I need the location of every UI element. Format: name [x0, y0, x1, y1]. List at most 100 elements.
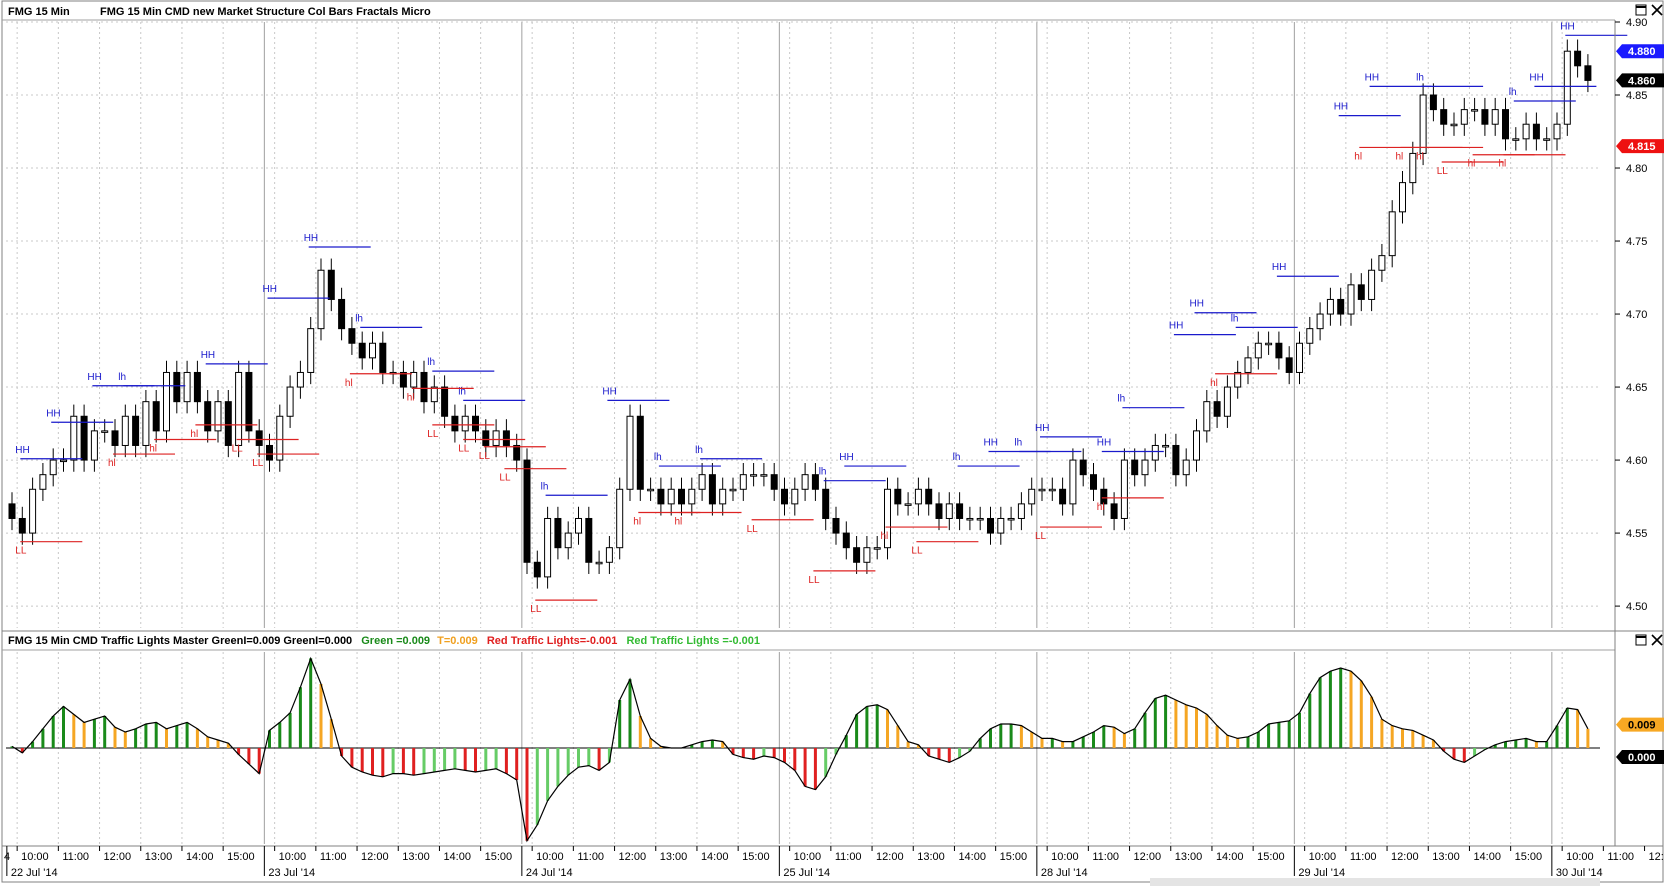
- candle-body: [513, 444, 521, 461]
- oscillator-title-red-lights: Red Traffic Lights =-0.001: [626, 635, 760, 647]
- candle-body: [1244, 357, 1252, 373]
- candle-body: [554, 517, 562, 549]
- candle-body: [585, 517, 593, 563]
- fractal-label: LL: [1437, 166, 1449, 177]
- candle-body: [863, 547, 871, 563]
- candle-body: [1213, 401, 1221, 417]
- fractal-label: hl: [1097, 502, 1105, 513]
- price-axis-label: 4.70: [1626, 309, 1647, 321]
- hour-label: 15:00: [1257, 851, 1285, 863]
- candle-body: [564, 532, 572, 549]
- candle-body: [1347, 284, 1355, 315]
- date-label: 25 Jul '14: [783, 867, 830, 879]
- hour-label: 10:00: [1051, 851, 1079, 863]
- candle-body: [121, 415, 129, 446]
- osc-line: [11, 656, 1589, 843]
- fractal-label: hl: [1354, 151, 1362, 162]
- hour-label: 11:00: [1092, 851, 1119, 863]
- hour-label: 11:00: [320, 851, 347, 863]
- candle-body: [1512, 138, 1520, 141]
- fractal-label: lh: [1231, 313, 1239, 324]
- hour-label: 15:00: [1515, 851, 1543, 863]
- fractal-label: lh: [118, 372, 126, 383]
- fractal-label: lh: [1509, 87, 1517, 98]
- candle-body: [873, 547, 881, 550]
- fractal-label: hl: [675, 516, 683, 527]
- fractal-label: lh: [1014, 437, 1022, 448]
- candle-body: [286, 386, 294, 417]
- candle-body: [101, 430, 109, 433]
- candle-body: [1182, 459, 1190, 476]
- fractal-label: HH: [15, 445, 29, 456]
- fractal-label: LL: [1035, 531, 1047, 542]
- fractal-label: lh: [953, 452, 961, 463]
- candle-body: [544, 517, 552, 578]
- candle-body: [657, 488, 665, 505]
- fractal-label: lh: [541, 481, 549, 492]
- candle-body: [966, 517, 974, 521]
- candle-body: [575, 517, 582, 534]
- candle-body: [801, 474, 809, 490]
- candle-body: [904, 503, 912, 506]
- price-axis-label: 4.90: [1626, 17, 1647, 29]
- candle-body: [523, 459, 531, 563]
- candle-body: [1316, 313, 1324, 330]
- fractal-label: hl: [881, 531, 889, 542]
- candle-body: [1203, 401, 1211, 432]
- fractal-label: lh: [1416, 72, 1424, 83]
- candle-body: [1254, 342, 1262, 359]
- fractal-label: LL: [458, 443, 470, 454]
- candle-body: [914, 488, 922, 505]
- fractal-label: lh: [458, 386, 466, 397]
- candle-body: [163, 371, 170, 432]
- candle-body: [884, 488, 891, 549]
- candle-body: [853, 547, 861, 563]
- fractal-label: hl: [1396, 151, 1404, 162]
- candle-body: [472, 415, 479, 432]
- candle-body: [647, 488, 655, 492]
- candle-body: [1048, 488, 1056, 492]
- fractal-label: LL: [427, 429, 439, 440]
- candle-body: [842, 532, 850, 549]
- candle-body: [894, 488, 902, 505]
- osc-badge-label: 0.009: [1628, 720, 1656, 732]
- fractal-label: HH: [1169, 321, 1183, 332]
- hour-label: 12:: [1649, 851, 1664, 863]
- candle-body: [420, 371, 428, 403]
- oscillator-title-red: Red Traffic Lights=-0.001: [487, 635, 618, 647]
- time-axis: [1, 845, 1664, 886]
- close-price-panel-button[interactable]: [1651, 4, 1663, 16]
- candle-body: [678, 488, 685, 505]
- candle-body: [832, 517, 840, 534]
- hour-label: 10:00: [1566, 851, 1594, 863]
- candle-body: [142, 401, 150, 446]
- candle-body: [152, 401, 160, 432]
- date-label: 24 Jul '14: [526, 867, 573, 879]
- candle-body: [719, 488, 727, 505]
- maximize-price-panel-button[interactable]: [1635, 4, 1647, 16]
- candle-body: [1399, 182, 1406, 213]
- maximize-oscillator-panel-button[interactable]: [1635, 634, 1647, 646]
- horizontal-scrollbar[interactable]: [1150, 878, 1600, 886]
- hour-label: 12:00: [104, 851, 132, 863]
- hour-label: 15:00: [742, 851, 770, 863]
- fractal-label: HH: [304, 233, 318, 244]
- close-icon: [1651, 4, 1663, 16]
- candle-body: [204, 401, 212, 432]
- candle-body: [327, 269, 335, 300]
- osc-badge: [1616, 750, 1664, 764]
- candle-body: [1079, 459, 1087, 476]
- candle-body: [1357, 284, 1365, 300]
- fractal-label: HH: [1365, 72, 1379, 83]
- price-series: HH LL HH HH lh HH HH HH lh lh lh lh HH lh lh HH lh lh HH lh…: [8, 21, 1628, 615]
- close-oscillator-panel-button[interactable]: [1651, 634, 1663, 646]
- candle-body: [925, 488, 933, 505]
- fractal-label: hl: [1210, 378, 1218, 389]
- candle-body: [1120, 459, 1128, 519]
- candle-body: [708, 474, 716, 505]
- candle-body: [307, 328, 315, 373]
- candle-body: [1532, 123, 1540, 140]
- fractal-label: LL: [499, 473, 511, 484]
- hour-label: 12:00: [361, 851, 389, 863]
- candle-body: [688, 488, 696, 505]
